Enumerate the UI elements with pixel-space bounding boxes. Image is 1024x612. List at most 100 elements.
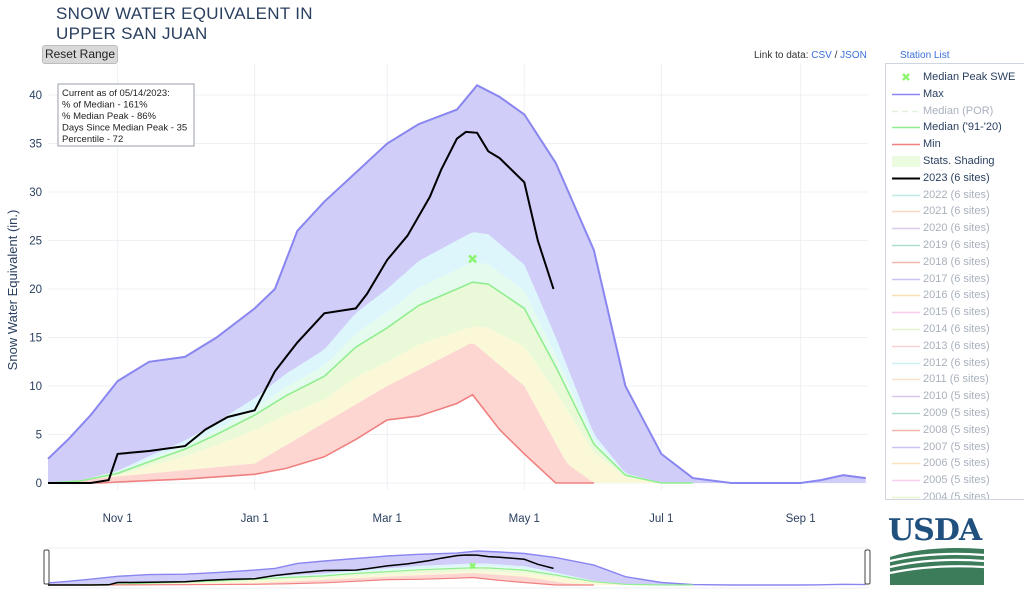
data-links-prefix: Link to data: [754, 50, 812, 61]
legend-item-median-peak-swe[interactable]: Median Peak SWE [886, 69, 1024, 86]
mini-max-line [47, 550, 866, 586]
legend-swatch [892, 93, 920, 96]
legend-swatch [892, 211, 920, 213]
json-link[interactable]: JSON [840, 50, 867, 61]
info-box-line5: Percentile - 72 [62, 134, 123, 145]
legend-swatch [892, 295, 920, 297]
legend-item-2013-6-sites[interactable]: 2013 (6 sites) [886, 338, 1024, 355]
legend-item-2011-6-sites[interactable]: 2011 (6 sites) [886, 371, 1024, 388]
x-tick-label: May 1 [509, 513, 540, 525]
band-50-30 [48, 282, 866, 483]
legend-swatch [892, 328, 920, 331]
y-tick-label: 5 [36, 430, 42, 442]
median-line[interactable] [47, 281, 693, 484]
legend-label: 2023 (6 sites) [923, 171, 990, 184]
mini-band-30-10 [48, 571, 866, 585]
data-links: Link to data: CSV / JSON [754, 50, 867, 61]
legend-swatch [892, 412, 920, 415]
info-box-line3: % Median Peak - 86% [62, 111, 157, 122]
legend-label: 2011 (6 sites) [923, 373, 989, 386]
chart-legend: Median Peak SWE Max Median (POR) Median ('9… [885, 63, 1024, 500]
range-slider-left-handle[interactable] [43, 549, 50, 585]
max-line[interactable] [47, 84, 866, 484]
legend-label: 2019 (6 sites) [923, 239, 990, 251]
legend-label: Median (POR) [923, 104, 994, 117]
mini-min-line [48, 576, 594, 586]
csv-link[interactable]: CSV [811, 50, 832, 61]
legend-label: 2006 (5 sites) [923, 457, 990, 470]
legend-swatch [892, 194, 920, 196]
legend-item-2015-6-sites[interactable]: 2015 (6 sites) [886, 304, 1024, 321]
legend-item-2018-6-sites[interactable]: 2018 (6 sites) [886, 254, 1024, 271]
min-line[interactable] [48, 393, 594, 484]
legend-item-2004-5-sites[interactable]: 2004 (5 sites) [886, 489, 1024, 500]
y-tick-label: 20 [29, 284, 42, 296]
legend-item-2017-6-sites[interactable]: 2017 (6 sites) [886, 271, 1024, 288]
legend-item-median-por[interactable]: Median (POR) [886, 103, 1024, 120]
legend-item-2022-6-sites[interactable]: 2022 (6 sites) [886, 187, 1024, 204]
legend-label: Min [923, 138, 941, 151]
band-30-10 [48, 326, 866, 483]
legend-item-2019-6-sites[interactable]: 2019 (6 sites) [886, 237, 1024, 254]
legend-item-2020-6-sites[interactable]: 2020 (6 sites) [886, 220, 1024, 237]
legend-item-min[interactable]: Min [886, 136, 1024, 153]
usda-logo-graphic [889, 548, 985, 585]
legend-item-2005-5-sites[interactable]: 2005 (5 sites) [886, 472, 1024, 489]
legend-swatch [902, 73, 910, 81]
band-max-90 [48, 86, 866, 483]
legend-swatch [892, 244, 920, 247]
legend-item-2014-6-sites[interactable]: 2014 (6 sites) [886, 321, 1024, 338]
legend-label: 2021 (6 sites) [923, 205, 990, 218]
legend-item-median-91-20[interactable]: Median ('91-'20) [886, 119, 1024, 136]
legend-item-stats-shading[interactable]: Stats. Shading [886, 153, 1024, 170]
legend-label: 2020 (6 sites) [923, 222, 990, 235]
y-tick-label: 40 [29, 90, 42, 102]
legend-item-2023-6-sites[interactable]: 2023 (6 sites) [886, 170, 1024, 187]
legend-swatch [892, 429, 920, 432]
station-list-link[interactable]: Station List [900, 50, 950, 61]
legend-item-2021-6-sites[interactable]: 2021 (6 sites) [886, 203, 1024, 220]
info-box: Current as of 05/14/2023:% of Median - 1… [57, 83, 195, 147]
info-box-line2: % of Median - 161% [62, 100, 148, 111]
legend-label: Max [923, 87, 944, 100]
legend-label: Median Peak SWE [923, 71, 1016, 83]
legend-item-2010-5-sites[interactable]: 2010 (5 sites) [886, 388, 1024, 405]
usda-logo-text: USDA [888, 513, 982, 548]
legend-item-max[interactable]: Max [886, 86, 1024, 103]
legend-label: 2009 (5 sites) [923, 407, 990, 419]
x-tick-label: Jul 1 [649, 513, 673, 525]
current-year-line[interactable] [48, 130, 555, 484]
legend-label: 2017 (6 sites) [923, 272, 990, 285]
legend-label: 2004 (5 sites) [923, 491, 990, 500]
legend-item-2012-6-sites[interactable]: 2012 (6 sites) [886, 355, 1024, 372]
legend-label: 2018 (6 sites) [923, 255, 990, 268]
legend-label: 2012 (6 sites) [923, 356, 990, 369]
chart-title: SNOW WATER EQUIVALENT IN UPPER SAN JUAN [56, 4, 313, 44]
legend-item-2007-5-sites[interactable]: 2007 (5 sites) [886, 439, 1024, 456]
legend-swatch [892, 261, 920, 264]
data-links-separator: / [831, 50, 841, 61]
range-slider[interactable] [43, 547, 871, 589]
legend-item-2006-5-sites[interactable]: 2006 (5 sites) [886, 455, 1024, 472]
x-tick-label: Sep 1 [786, 513, 816, 525]
y-tick-label: 25 [29, 236, 42, 248]
mini-current-year-line [48, 554, 554, 586]
legend-label: 2015 (6 sites) [923, 306, 990, 319]
reset-range-button[interactable]: Reset Range [42, 45, 118, 64]
legend-item-2009-5-sites[interactable]: 2009 (5 sites) [886, 405, 1024, 422]
y-axis-label: Snow Water Equivalent (in.) [5, 210, 20, 371]
mini-median-peak-marker[interactable] [469, 562, 476, 570]
range-slider-right-handle[interactable] [864, 549, 871, 585]
legend-swatch [892, 379, 920, 381]
legend-item-2016-6-sites[interactable]: 2016 (6 sites) [886, 287, 1024, 304]
legend-item-2008-5-sites[interactable]: 2008 (5 sites) [886, 422, 1024, 439]
info-box-line4: Days Since Median Peak - 35 [62, 123, 187, 134]
legend-swatch [892, 143, 920, 146]
legend-swatch [892, 362, 920, 364]
band-10-min [48, 343, 866, 483]
mini-band-50-30 [48, 567, 866, 585]
legend-swatch [892, 127, 920, 129]
median-peak-marker[interactable] [468, 254, 477, 264]
y-tick-label: 30 [29, 187, 42, 199]
